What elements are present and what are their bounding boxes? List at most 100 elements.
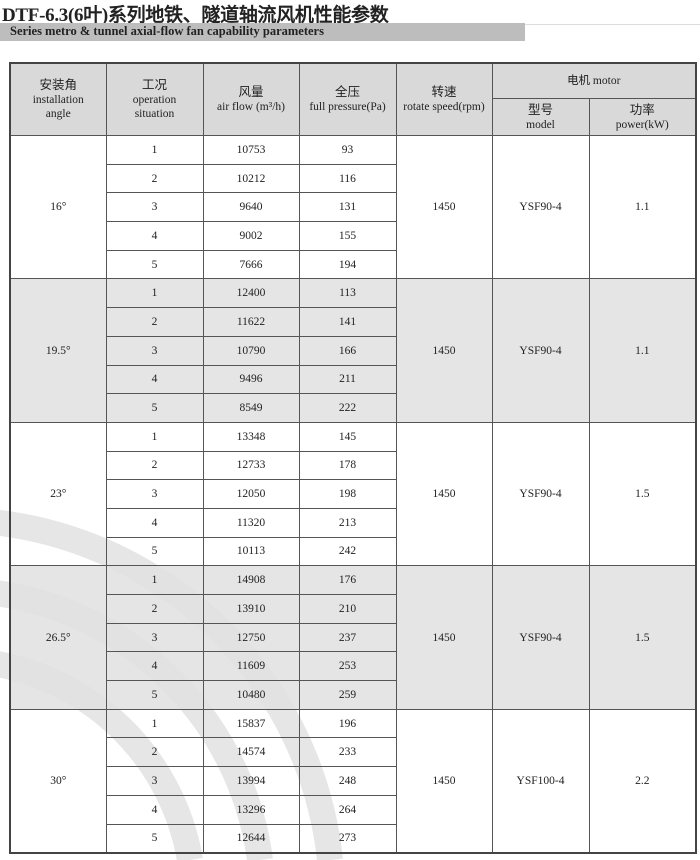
cell-situation: 2 (105, 163, 204, 194)
cell-pressure: 131 (298, 192, 397, 223)
cell-airflow: 12733 (202, 450, 300, 481)
cell-pressure: 233 (298, 737, 397, 768)
cell-airflow: 9002 (202, 221, 300, 251)
cell-airflow: 13994 (202, 766, 300, 796)
cell-model: YSF90-4 (491, 134, 590, 280)
table-row: 3 9640 131 (10, 192, 696, 223)
cell-speed: 1450 (395, 421, 493, 567)
cell-pressure: 196 (298, 708, 397, 739)
cell-angle: 23° (9, 421, 107, 567)
cell-pressure: 178 (298, 450, 397, 481)
cell-airflow: 12750 (202, 622, 300, 653)
cell-airflow: 9496 (202, 364, 300, 395)
cell-situation: 5 (105, 823, 204, 854)
header-airflow: 风量 air flow (m³/h) (202, 62, 300, 136)
cell-power: 1.5 (588, 421, 697, 567)
header-pressure: 全压 full pressure(Pa) (298, 62, 397, 136)
cell-pressure: 248 (298, 766, 397, 796)
cell-situation: 5 (105, 680, 204, 710)
cell-model: YSF90-4 (491, 421, 590, 567)
cell-speed: 1450 (395, 708, 493, 854)
header-speed: 转速 rotate speed(rpm) (395, 62, 493, 136)
header-angle: 安装角 installation angle (9, 62, 107, 136)
cell-airflow: 12400 (202, 278, 300, 309)
cell-situation: 1 (105, 135, 204, 165)
cell-speed: 1450 (395, 278, 493, 423)
table-row: 3 12050 198 (10, 479, 696, 509)
page-title: DTF-6.3(6叶)系列地铁、隧道轴流风机性能参数 (2, 5, 389, 26)
cell-airflow: 15837 (202, 708, 300, 739)
header-model: 型号 model (491, 98, 590, 136)
table-row: 5 7666 194 (10, 249, 696, 280)
cell-pressure: 198 (298, 479, 397, 509)
page-subtitle: Series metro & tunnel axial-flow fan cap… (10, 24, 324, 38)
table-row: 2 12733 178 (10, 450, 696, 481)
cell-situation: 4 (105, 221, 204, 251)
cell-situation: 3 (105, 479, 204, 509)
cell-situation: 2 (105, 307, 204, 337)
performance-table: 安装角 installation angle 工况 operation situatio… (9, 62, 697, 855)
cell-airflow: 11622 (202, 307, 300, 337)
cell-airflow: 13910 (202, 594, 300, 624)
table-row: 3 12750 237 (10, 622, 696, 653)
cell-situation: 5 (105, 393, 204, 423)
cell-pressure: 145 (298, 421, 397, 452)
cell-situation: 1 (105, 421, 204, 452)
cell-pressure: 242 (298, 536, 397, 567)
table-row: 2 10212 116 (10, 163, 696, 194)
cell-airflow: 10113 (202, 536, 300, 567)
header-situation: 工况 operation situation (105, 62, 204, 136)
cell-angle: 19.5° (9, 278, 107, 423)
cell-airflow: 10790 (202, 335, 300, 366)
cell-situation: 4 (105, 364, 204, 395)
cell-airflow: 14574 (202, 737, 300, 768)
cell-pressure: 93 (298, 135, 397, 165)
cell-pressure: 264 (298, 794, 397, 825)
cell-power: 1.1 (588, 134, 697, 280)
cell-pressure: 259 (298, 680, 397, 710)
table-row: 4 9496 211 (10, 364, 696, 395)
cell-pressure: 213 (298, 507, 397, 538)
cell-airflow: 7666 (202, 249, 300, 280)
cell-pressure: 176 (298, 565, 397, 595)
cell-airflow: 10212 (202, 163, 300, 194)
table-row: 3 13994 248 (10, 766, 696, 796)
cell-situation: 3 (105, 622, 204, 653)
cell-pressure: 155 (298, 221, 397, 251)
cell-speed: 1450 (395, 134, 493, 280)
cell-pressure: 253 (298, 651, 397, 682)
table-row: 4 9002 155 (10, 221, 696, 251)
cell-situation: 2 (105, 450, 204, 481)
cell-situation: 3 (105, 192, 204, 223)
cell-pressure: 194 (298, 249, 397, 280)
cell-airflow: 10480 (202, 680, 300, 710)
table-row: 23° 1 13348 145 1450 YSF90-4 1.5 (9, 421, 697, 567)
cell-situation: 4 (105, 507, 204, 538)
cell-pressure: 273 (298, 823, 397, 854)
header-motor: 电机 motor (491, 62, 697, 99)
cell-angle: 16° (9, 134, 107, 280)
cell-airflow: 11609 (202, 651, 300, 682)
cell-angle: 26.5° (9, 565, 107, 710)
table-row: 30° 1 15837 196 1450 YSF100-4 2.2 (9, 708, 697, 854)
cell-angle: 30° (9, 708, 107, 854)
subtitle-rule (525, 24, 700, 25)
cell-situation: 5 (105, 536, 204, 567)
cell-pressure: 211 (298, 364, 397, 395)
cell-situation: 2 (105, 594, 204, 624)
cell-pressure: 141 (298, 307, 397, 337)
cell-pressure: 222 (298, 393, 397, 423)
table-row: 4 11609 253 (10, 651, 696, 682)
cell-airflow: 12644 (202, 823, 300, 854)
cell-airflow: 11320 (202, 507, 300, 538)
cell-situation: 3 (105, 335, 204, 366)
cell-pressure: 237 (298, 622, 397, 653)
cell-airflow: 8549 (202, 393, 300, 423)
table-row: 2 13910 210 (10, 594, 696, 624)
cell-situation: 1 (105, 708, 204, 739)
table-row: 16° 1 10753 93 1450 YSF90-4 1.1 (9, 134, 697, 280)
cell-airflow: 9640 (202, 192, 300, 223)
cell-pressure: 116 (298, 163, 397, 194)
cell-situation: 1 (105, 565, 204, 595)
cell-power: 1.5 (588, 565, 697, 710)
